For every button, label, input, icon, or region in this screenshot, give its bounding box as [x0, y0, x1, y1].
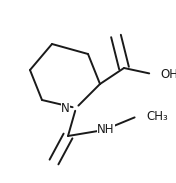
Text: N: N	[61, 102, 70, 115]
Text: NH: NH	[97, 123, 115, 136]
Text: CH₃: CH₃	[146, 109, 168, 122]
Text: OH: OH	[160, 68, 176, 81]
